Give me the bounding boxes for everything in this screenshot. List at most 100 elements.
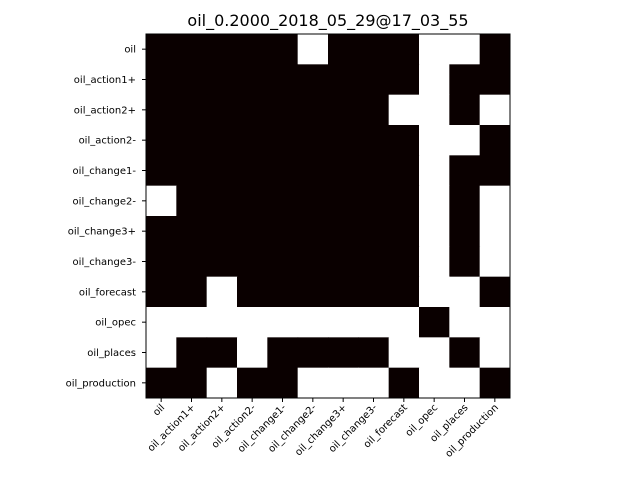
- heatmap-cell: [328, 307, 359, 338]
- heatmap-cell: [146, 337, 177, 369]
- x-axis: oiloil_action1+oil_action2+oil_action2-o…: [146, 398, 501, 460]
- heatmap-cell: [206, 155, 238, 187]
- heatmap-cell: [176, 367, 208, 399]
- heatmap-cell: [479, 246, 511, 278]
- heatmap-cell: [146, 276, 177, 308]
- heatmap-cell: [388, 216, 420, 247]
- heatmap-cell: [206, 216, 238, 247]
- heatmap-cell: [449, 337, 481, 369]
- y-tick-label: oil_places: [87, 348, 136, 359]
- heatmap-cell: [176, 337, 208, 369]
- heatmap-cell: [328, 216, 359, 247]
- y-tick-label: oil_change3+: [68, 227, 136, 238]
- heatmap-cell: [328, 155, 359, 187]
- heatmap-cell: [176, 276, 208, 308]
- heatmap-cell: [449, 246, 481, 278]
- heatmap-cell: [358, 367, 390, 399]
- y-tick-label: oil_opec: [95, 318, 136, 329]
- y-tick-label: oil: [124, 45, 136, 56]
- heatmap-cell: [358, 155, 390, 187]
- heatmap-cell: [146, 185, 177, 217]
- y-tick-label: oil_action2+: [74, 105, 136, 116]
- heatmap-cell: [388, 337, 420, 369]
- heatmap-cell: [237, 246, 268, 278]
- heatmap-cell: [388, 276, 420, 308]
- heatmap-cell: [419, 155, 450, 187]
- heatmap-cell: [267, 246, 299, 278]
- heatmap-cell: [176, 64, 208, 96]
- heatmap-cell: [267, 125, 299, 156]
- heatmap-cell: [419, 34, 450, 65]
- heatmap-cell: [419, 185, 450, 217]
- y-tick-label: oil_change1-: [73, 166, 137, 177]
- heatmap-cell: [237, 367, 268, 399]
- heatmap-cell: [358, 337, 390, 369]
- heatmap-cell: [328, 337, 359, 369]
- heatmap-cell: [328, 64, 359, 96]
- heatmap-cell: [237, 155, 268, 187]
- y-axis: oil oil_action1+ oil_action2+ oil_action2-o…: [66, 45, 146, 389]
- heatmap-cell: [449, 94, 481, 126]
- heatmap-cell: [449, 216, 481, 247]
- heatmap-cell: [479, 276, 511, 308]
- heatmap-cell: [449, 367, 481, 399]
- heatmap-cell: [267, 216, 299, 247]
- heatmap-cell: [297, 34, 329, 65]
- heatmap-cell: [328, 34, 359, 65]
- heatmap-cell: [146, 367, 177, 399]
- heatmap-cell: [237, 34, 268, 65]
- heatmap-cell: [146, 34, 177, 65]
- heatmap-cell: [267, 34, 299, 65]
- heatmap-cell: [206, 367, 238, 399]
- heatmap-cell: [206, 94, 238, 126]
- heatmap-cell: [419, 94, 450, 126]
- heatmap-cell: [358, 94, 390, 126]
- heatmap-cell: [206, 34, 238, 65]
- heatmap-cell: [176, 155, 208, 187]
- heatmap-cell: [388, 307, 420, 338]
- heatmap-cell: [237, 94, 268, 126]
- heatmap-cell: [267, 155, 299, 187]
- heatmap-cell: [419, 216, 450, 247]
- heatmap-cell: [146, 64, 177, 96]
- heatmap-cell: [237, 125, 268, 156]
- heatmap-cell: [388, 155, 420, 187]
- heatmap-cell: [267, 276, 299, 308]
- heatmap-cell: [479, 216, 511, 247]
- heatmap-cell: [206, 337, 238, 369]
- heatmap-cell: [206, 125, 238, 156]
- heatmap-cell: [146, 216, 177, 247]
- heatmap-cell: [328, 276, 359, 308]
- heatmap-cell: [388, 185, 420, 217]
- heatmap-cell: [237, 337, 268, 369]
- heatmap-cell: [146, 307, 177, 338]
- heatmap-cell: [479, 34, 511, 65]
- heatmap-cell: [449, 307, 481, 338]
- heatmap-cell: [479, 185, 511, 217]
- heatmap-cell: [237, 216, 268, 247]
- heatmap-cell: [176, 185, 208, 217]
- heatmap-cell: [419, 307, 450, 338]
- heatmap-cell: [146, 125, 177, 156]
- heatmap-cell: [297, 155, 329, 187]
- heatmap-cell: [358, 185, 390, 217]
- heatmap-cell: [388, 367, 420, 399]
- y-tick-label: oil_action1+: [74, 75, 136, 86]
- heatmap-cell: [388, 94, 420, 126]
- heatmap-cell: [358, 276, 390, 308]
- heatmap-cell: [358, 307, 390, 338]
- heatmap-cell: [419, 337, 450, 369]
- heatmap-cell: [297, 367, 329, 399]
- heatmap-cell: [267, 64, 299, 96]
- heatmap-cell: [297, 216, 329, 247]
- plot-frame: [145, 33, 511, 399]
- heatmap-cell: [176, 94, 208, 126]
- heatmap-cell: [237, 185, 268, 217]
- heatmap-cell: [479, 307, 511, 338]
- y-tick-label: oil_production: [66, 378, 136, 389]
- heatmap-cell: [176, 216, 208, 247]
- heatmap-cell: [449, 34, 481, 65]
- heatmap-cell: [419, 125, 450, 156]
- heatmap-cell: [237, 276, 268, 308]
- heatmap-cell: [297, 337, 329, 369]
